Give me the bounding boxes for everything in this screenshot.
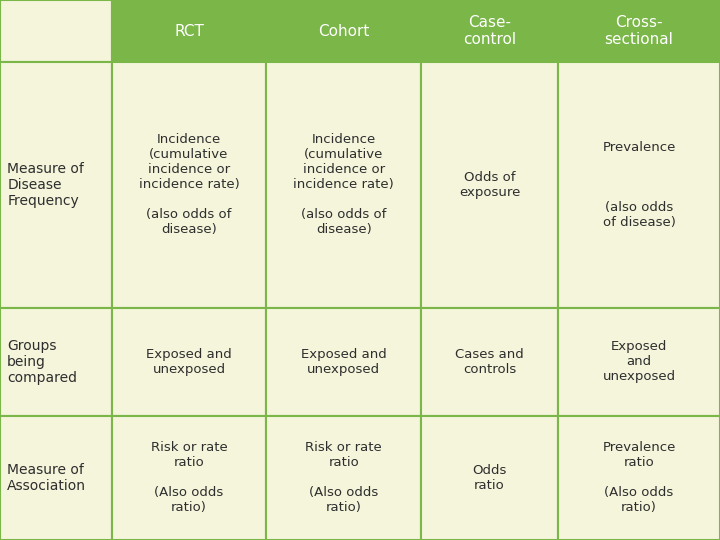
FancyBboxPatch shape [0,62,112,308]
Text: Exposed and
unexposed: Exposed and unexposed [301,348,387,376]
FancyBboxPatch shape [0,0,112,62]
FancyBboxPatch shape [112,416,266,540]
FancyBboxPatch shape [421,416,558,540]
FancyBboxPatch shape [558,416,720,540]
FancyBboxPatch shape [266,0,421,62]
FancyBboxPatch shape [266,416,421,540]
FancyBboxPatch shape [266,62,421,308]
Text: Cases and
controls: Cases and controls [455,348,524,376]
FancyBboxPatch shape [0,308,112,416]
Text: Incidence
(cumulative
incidence or
incidence rate)

(also odds of
disease): Incidence (cumulative incidence or incid… [294,133,394,237]
Text: Prevalence



(also odds
of disease): Prevalence (also odds of disease) [603,141,675,229]
Text: Risk or rate
ratio

(Also odds
ratio): Risk or rate ratio (Also odds ratio) [150,441,228,515]
Text: Odds of
exposure: Odds of exposure [459,171,521,199]
Text: Measure of
Disease
Frequency: Measure of Disease Frequency [7,162,84,208]
Text: Measure of
Association: Measure of Association [7,463,86,493]
FancyBboxPatch shape [112,62,266,308]
Text: Risk or rate
ratio

(Also odds
ratio): Risk or rate ratio (Also odds ratio) [305,441,382,515]
Text: Cross-
sectional: Cross- sectional [605,15,673,47]
FancyBboxPatch shape [421,62,558,308]
Text: Exposed and
unexposed: Exposed and unexposed [146,348,232,376]
Text: RCT: RCT [174,24,204,38]
FancyBboxPatch shape [421,0,558,62]
Text: Cohort: Cohort [318,24,369,38]
FancyBboxPatch shape [112,308,266,416]
FancyBboxPatch shape [266,308,421,416]
Text: Prevalence
ratio

(Also odds
ratio): Prevalence ratio (Also odds ratio) [603,441,675,515]
FancyBboxPatch shape [558,0,720,62]
Text: Incidence
(cumulative
incidence or
incidence rate)

(also odds of
disease): Incidence (cumulative incidence or incid… [139,133,239,237]
Text: Odds
ratio: Odds ratio [472,464,507,492]
FancyBboxPatch shape [112,0,266,62]
FancyBboxPatch shape [0,416,112,540]
Text: Case-
control: Case- control [463,15,516,47]
FancyBboxPatch shape [558,308,720,416]
FancyBboxPatch shape [558,62,720,308]
FancyBboxPatch shape [421,308,558,416]
Text: Groups
being
compared: Groups being compared [7,339,77,385]
Text: Exposed
and
unexposed: Exposed and unexposed [603,340,675,383]
